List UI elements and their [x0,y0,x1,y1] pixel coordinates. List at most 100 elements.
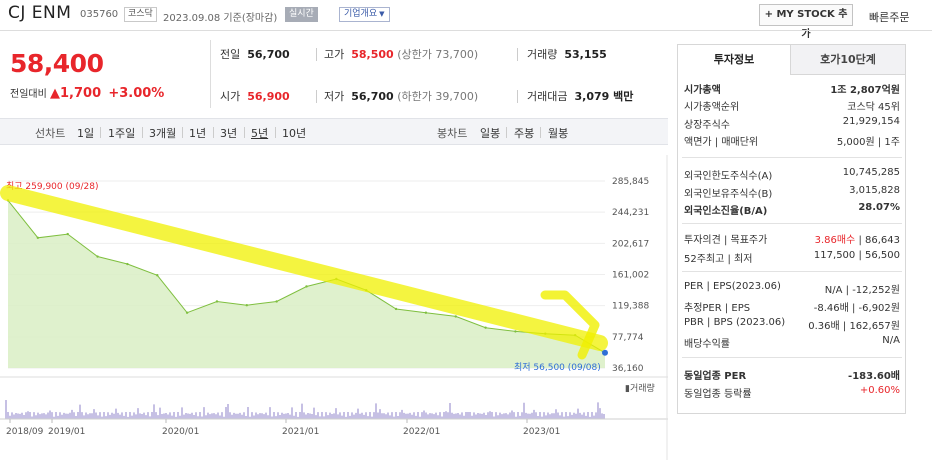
price-point [454,315,457,318]
period-10y[interactable]: 10년 [282,127,307,140]
info-key: PBR | BPS (2023.06) [684,317,786,328]
info-key: 상장주식수 [684,120,730,131]
volume: 거래량 53,155 [527,46,607,62]
y-tick-label: 202,617 [612,239,649,249]
info-value-highlight: 3.86매수 [814,235,859,246]
info-row: 외국인보유주식수(B) 3,015,828 [684,185,900,201]
info-key: 시가총액 [684,85,721,96]
period-1y[interactable]: 1년 [189,127,207,140]
price-point [484,326,487,329]
period-3y[interactable]: 3년 [220,127,238,140]
period-1w[interactable]: 1주일 [108,127,136,140]
info-value: 117,500 | 56,500 [813,250,900,261]
period-5y[interactable]: 5년 [251,127,269,140]
info-key: 시가총액순위 [684,102,740,113]
info-value: 10,745,285 [842,167,900,178]
y-tick-label: 77,774 [612,333,644,343]
tab-orderbook[interactable]: 호가10단계 [791,45,905,75]
info-row: 액면가 | 매매단위 5,000원 | 1주 [684,133,900,149]
period-divider [182,127,183,138]
y-tick-label: 161,002 [612,271,649,281]
info-value: N/A | -12,252원 [824,285,900,296]
price-point [126,262,129,266]
up-triangle-icon: ▲ [50,86,60,101]
low-price: 저가 56,700 (하한가 39,700) [324,88,478,104]
info-key: 동일업종 등락률 [684,389,752,400]
info-value: N/A [882,335,900,346]
price-point [245,304,248,307]
price-summary: 58,400 전일대비 ▲1,700 +3.00% [0,40,210,110]
tab-investment-info[interactable]: 투자정보 [678,45,791,75]
price-point [305,285,308,288]
info-row: 52주최고 | 최저 117,500 | 56,500 [684,250,900,266]
info-tabs: 투자정보 호가10단계 [678,45,905,75]
period-3m[interactable]: 3개월 [149,127,177,140]
info-row: 외국인한도주식수(A) 10,745,285 [684,167,900,183]
info-key: 외국인소진율(B/A) [684,206,768,217]
period-1d[interactable]: 1일 [77,127,95,140]
price-point [96,255,99,258]
info-key: 외국인보유주식수(B) [684,189,773,200]
corp-overview-label: 기업개요 [344,9,378,19]
base-date: 2023.09.08 기준(장마감) [163,13,278,24]
info-row: 추정PER | EPS -8.46배 | -6,902원 [684,299,900,315]
info-value: 0.36배 | 162,657원 [808,321,900,332]
info-value: 28.07% [858,202,900,213]
low-marker [602,349,608,356]
highlight-arrow [540,290,600,360]
highlight-stroke [0,185,608,351]
price-chart-svg: 285,845 244,231 202,617 161,002 119,388 77,77… [0,155,668,460]
prev-close-value: 56,700 [247,48,290,61]
info-row: 상장주식수 21,929,154 [684,116,900,132]
low-label: 저가 [324,90,345,103]
price-chart[interactable]: 285,845 244,231 202,617 161,002 119,388 77,77… [0,155,668,460]
line-chart-label: 선차트 [35,127,66,140]
info-value: +0.60% [859,385,900,396]
quick-order-link[interactable]: 빠른주문 [869,11,910,24]
stat-divider [517,48,518,61]
x-tick-label: 2020/01 [162,427,199,437]
info-value: -183.60배 [848,371,900,382]
change-label: 전일대비 [10,89,47,100]
price-area [8,200,605,368]
period-selector: 선차트 1일 1주일 3개월 1년 3년 5년 10년 봉차트 일봉 주봉 월봉 [0,118,668,145]
info-key: PER | EPS(2023.06) [684,281,781,292]
open-price: 시가 56,900 [220,88,290,104]
x-tick-label: 2018/09 [6,427,44,437]
amount-value: 3,079 백만 [574,90,634,103]
info-value: -8.46배 | -6,902원 [813,303,900,314]
add-mystock-button[interactable]: + MY STOCK 추가 [759,4,853,40]
info-row: PBR | BPS (2023.06) 0.36배 | 162,657원 [684,317,900,333]
period-divider [213,127,214,138]
info-divider [682,157,902,158]
price-point [66,232,69,236]
realtime-button[interactable]: 실시간 [285,7,318,22]
change-amount: 1,700 [60,86,102,101]
y-tick-label: 244,231 [612,208,649,218]
info-value: 3.86매수 | 86,643 [814,235,900,246]
price-point [156,274,159,277]
corp-overview-dropdown[interactable]: 기업개요 ▼ [339,7,390,22]
candle-daily[interactable]: 일봉 [480,127,501,140]
info-row: 투자의견 | 목표주가 3.86매수 | 86,643 [684,231,900,247]
min-label: 최저 56,500 (09/08) [514,362,601,373]
x-tick-label: 2021/01 [282,427,319,437]
info-value: 1조 2,807억원 [830,85,900,96]
info-key: 액면가 | 매매단위 [684,137,759,148]
header-divider [0,30,932,31]
price-divider [210,40,211,108]
volume-value: 53,155 [564,48,607,61]
candle-monthly[interactable]: 월봉 [548,127,569,140]
stock-code: 035760 [80,9,119,20]
prev-close-label: 전일 [220,48,241,61]
info-value: 5,000원 | 1주 [836,137,900,148]
prev-close: 전일 56,700 [220,46,290,62]
high-label: 고가 [324,48,345,61]
candle-chart-label: 봉차트 [437,127,468,140]
current-price: 58,400 [10,49,104,78]
price-point [215,300,219,303]
open-label: 시가 [220,90,241,103]
info-key: 투자의견 | 목표주가 [684,235,768,246]
candle-weekly[interactable]: 주봉 [514,127,535,140]
info-value: 코스닥 45위 [847,102,900,113]
